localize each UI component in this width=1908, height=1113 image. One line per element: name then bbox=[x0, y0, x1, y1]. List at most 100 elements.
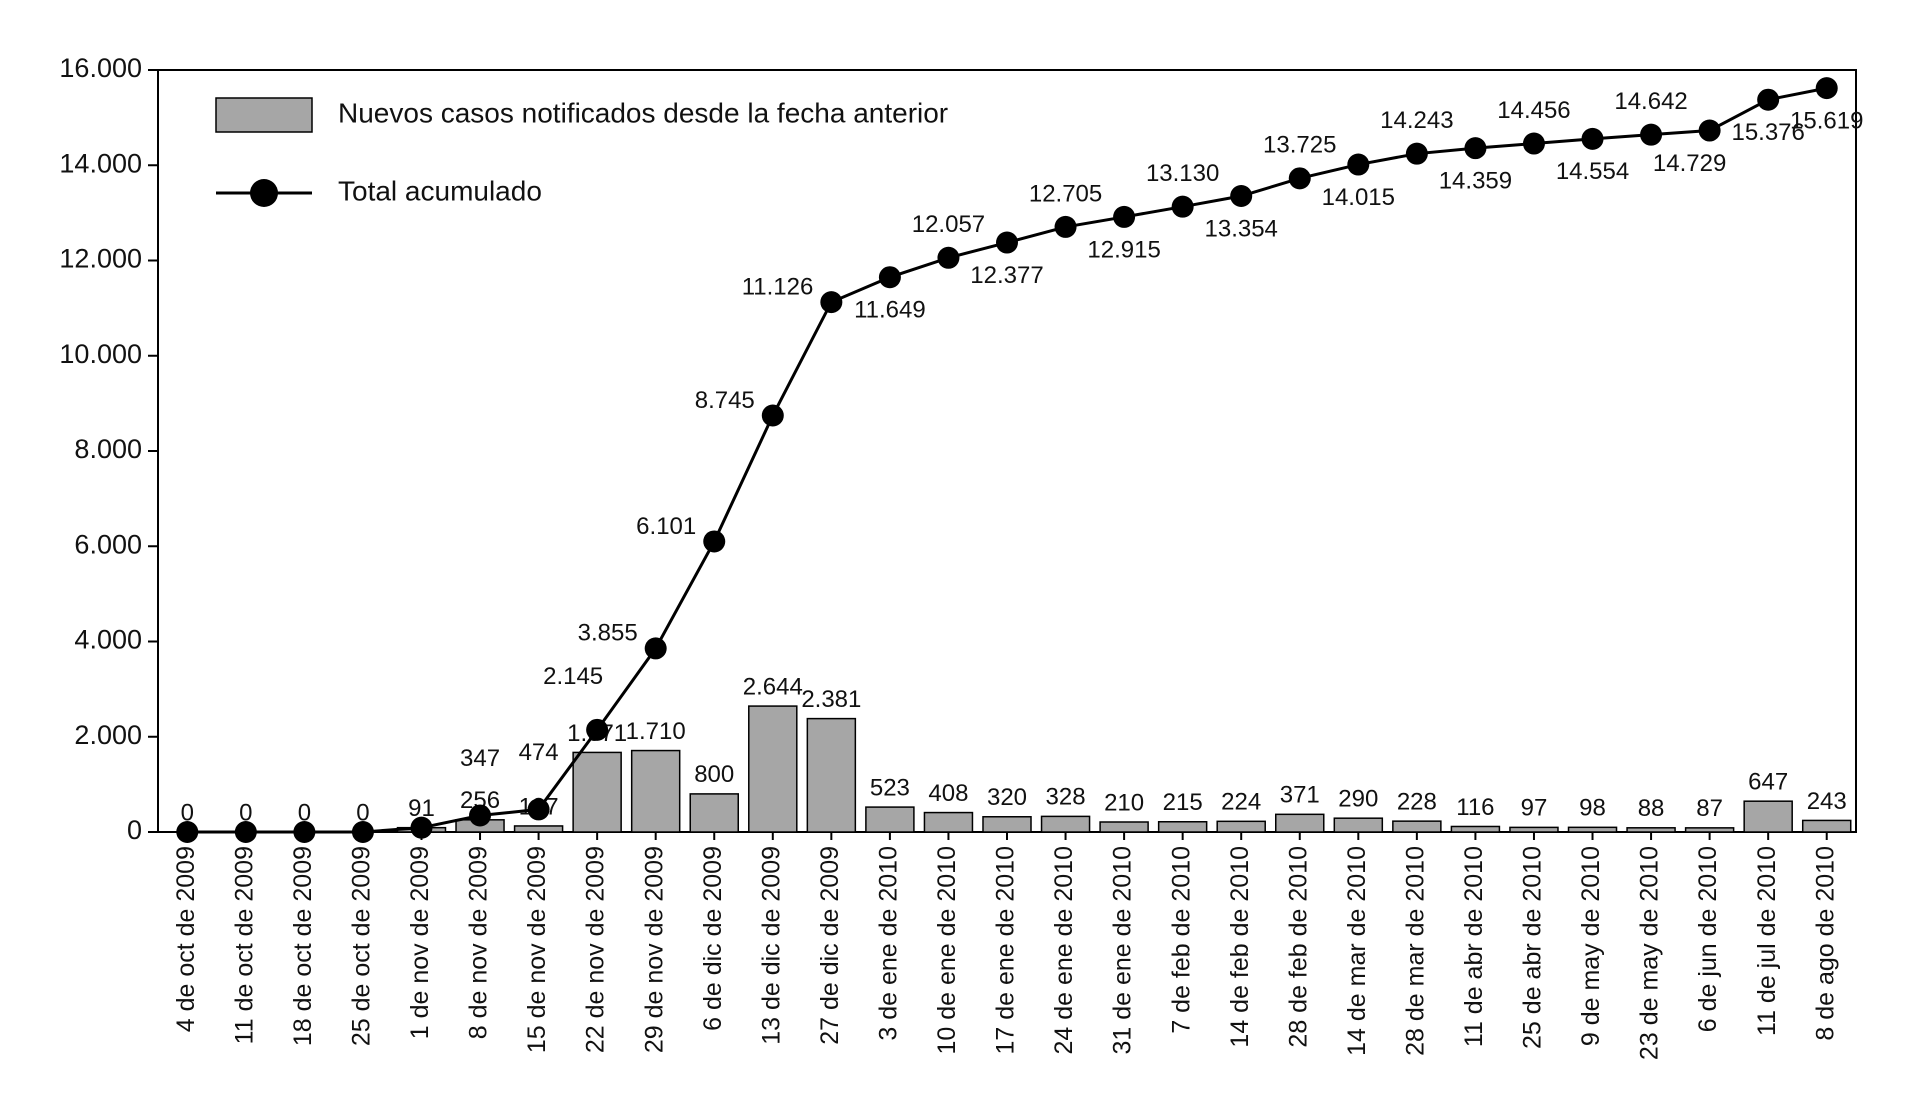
y-tick-label: 0 bbox=[127, 815, 142, 845]
line-point bbox=[586, 718, 609, 741]
bar bbox=[513, 825, 564, 833]
bar-label: 320 bbox=[987, 784, 1027, 811]
line-label: 474 bbox=[519, 739, 559, 766]
bar-label: 0 bbox=[356, 799, 369, 826]
x-tick-label: 17 de ene de 2010 bbox=[992, 846, 1020, 1055]
bar-label: 224 bbox=[1221, 789, 1261, 816]
x-tick-label: 8 de ago de 2010 bbox=[1811, 846, 1839, 1041]
bar bbox=[1040, 815, 1091, 833]
line-point bbox=[1405, 142, 1428, 165]
line-label: 13.354 bbox=[1205, 215, 1278, 242]
bar-label: 290 bbox=[1338, 786, 1378, 813]
line-label: 2.145 bbox=[543, 663, 603, 690]
x-tick-label: 29 de nov de 2009 bbox=[640, 846, 668, 1053]
x-tick-label: 3 de ene de 2010 bbox=[875, 846, 903, 1041]
line-point bbox=[996, 231, 1018, 254]
x-tick-label: 24 de ene de 2010 bbox=[1050, 846, 1078, 1055]
x-tick-label: 28 de mar de 2010 bbox=[1401, 846, 1429, 1056]
x-tick-label: 13 de dic de 2009 bbox=[757, 846, 785, 1045]
x-tick-label: 8 de nov de 2009 bbox=[465, 846, 493, 1039]
x-tick-label: 15 de nov de 2009 bbox=[523, 846, 551, 1053]
x-tick-label: 7 de feb de 2010 bbox=[1167, 846, 1195, 1034]
bar-label: 800 bbox=[694, 761, 734, 788]
bar bbox=[1450, 825, 1501, 833]
line-label: 13.130 bbox=[1146, 160, 1219, 187]
bar-label: 371 bbox=[1280, 782, 1320, 809]
line-label: 11.649 bbox=[854, 297, 926, 324]
bar bbox=[865, 806, 915, 833]
line-point bbox=[1464, 137, 1487, 160]
y-tick-label: 6.000 bbox=[74, 529, 142, 559]
x-tick-label: 6 de jun de 2010 bbox=[1694, 846, 1722, 1032]
bar-label: 2.381 bbox=[801, 686, 861, 713]
x-tick-label: 14 de feb de 2010 bbox=[1226, 846, 1254, 1048]
line-label: 11.126 bbox=[742, 273, 814, 300]
x-tick-label: 28 de feb de 2010 bbox=[1284, 846, 1312, 1048]
bar bbox=[1509, 826, 1559, 833]
x-tick-label: 27 de dic de 2009 bbox=[816, 846, 844, 1045]
x-tick-label: 31 de ene de 2010 bbox=[1109, 846, 1137, 1055]
x-tick-label: 25 de abr de 2010 bbox=[1519, 846, 1547, 1049]
x-tick-label: 25 de oct de 2009 bbox=[348, 846, 376, 1046]
bar-label: 98 bbox=[1579, 795, 1606, 822]
line-point bbox=[1640, 123, 1663, 146]
x-tick-label: 1 de nov de 2009 bbox=[406, 846, 434, 1039]
x-tick-label: 18 de oct de 2009 bbox=[289, 846, 317, 1046]
bar-label: 408 bbox=[928, 780, 968, 807]
line-point bbox=[1347, 153, 1370, 176]
bar-label: 0 bbox=[239, 799, 252, 826]
line-point bbox=[293, 821, 316, 843]
line-point bbox=[176, 821, 199, 843]
line-point bbox=[1522, 132, 1545, 155]
line-point bbox=[878, 266, 901, 289]
x-tick-label: 14 de mar de 2010 bbox=[1343, 846, 1371, 1056]
line-label: 14.554 bbox=[1556, 158, 1629, 185]
line-label: 13.725 bbox=[1263, 132, 1336, 159]
line-label: 14.456 bbox=[1497, 97, 1570, 124]
line-label: 15.619 bbox=[1790, 107, 1863, 134]
bar bbox=[806, 717, 857, 833]
bar-label: 0 bbox=[298, 799, 311, 826]
line-label: 12.705 bbox=[1029, 180, 1102, 207]
bar bbox=[689, 793, 739, 833]
x-tick-label: 11 de abr de 2010 bbox=[1460, 846, 1488, 1047]
bar bbox=[1684, 827, 1735, 833]
bar bbox=[1275, 813, 1325, 833]
line-label: 3.855 bbox=[578, 620, 638, 647]
bar bbox=[1157, 821, 1208, 833]
x-tick-label: 22 de nov de 2009 bbox=[582, 846, 610, 1053]
bar-label: 328 bbox=[1046, 784, 1086, 811]
line-point bbox=[1054, 215, 1077, 238]
bar bbox=[1099, 821, 1149, 833]
bar-label: 210 bbox=[1104, 789, 1144, 816]
line-label: 14.729 bbox=[1653, 150, 1726, 177]
x-tick-label: 23 de may de 2010 bbox=[1636, 846, 1664, 1060]
bar-label: 647 bbox=[1748, 769, 1788, 796]
line-point bbox=[1698, 119, 1721, 142]
bar-label: 2.644 bbox=[743, 673, 803, 700]
line-point bbox=[1171, 195, 1194, 218]
legend-marker bbox=[250, 179, 278, 207]
line-point bbox=[820, 291, 843, 314]
line-label: 14.243 bbox=[1380, 107, 1453, 134]
line-point bbox=[1757, 88, 1780, 111]
line-label: 14.642 bbox=[1614, 88, 1687, 115]
y-tick-label: 16.000 bbox=[59, 53, 142, 83]
bar bbox=[1801, 819, 1852, 833]
line-label: 14.359 bbox=[1439, 167, 1512, 194]
bar-label: 215 bbox=[1163, 789, 1203, 816]
line-point bbox=[1288, 167, 1311, 190]
line-point bbox=[761, 404, 784, 427]
line-point bbox=[1113, 205, 1136, 228]
bar bbox=[1626, 827, 1676, 833]
bar bbox=[572, 751, 622, 833]
legend-label: Total acumulado bbox=[338, 175, 542, 206]
line-point bbox=[1230, 185, 1253, 208]
y-tick-label: 10.000 bbox=[59, 339, 142, 369]
line-point bbox=[410, 816, 433, 839]
line-point bbox=[644, 637, 667, 660]
x-tick-label: 10 de ene de 2010 bbox=[933, 846, 961, 1055]
bar-label: 116 bbox=[1456, 794, 1494, 821]
